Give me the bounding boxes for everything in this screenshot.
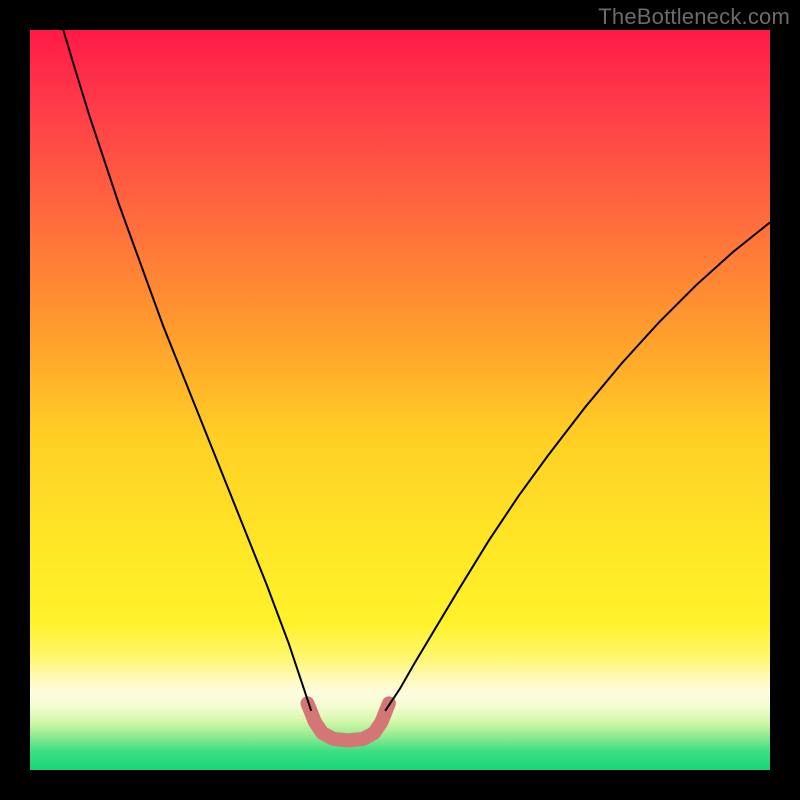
gradient-background: [30, 30, 770, 770]
watermark-text: TheBottleneck.com: [598, 4, 790, 30]
plot-area: [30, 30, 770, 770]
bottleneck-chart: [0, 0, 800, 800]
